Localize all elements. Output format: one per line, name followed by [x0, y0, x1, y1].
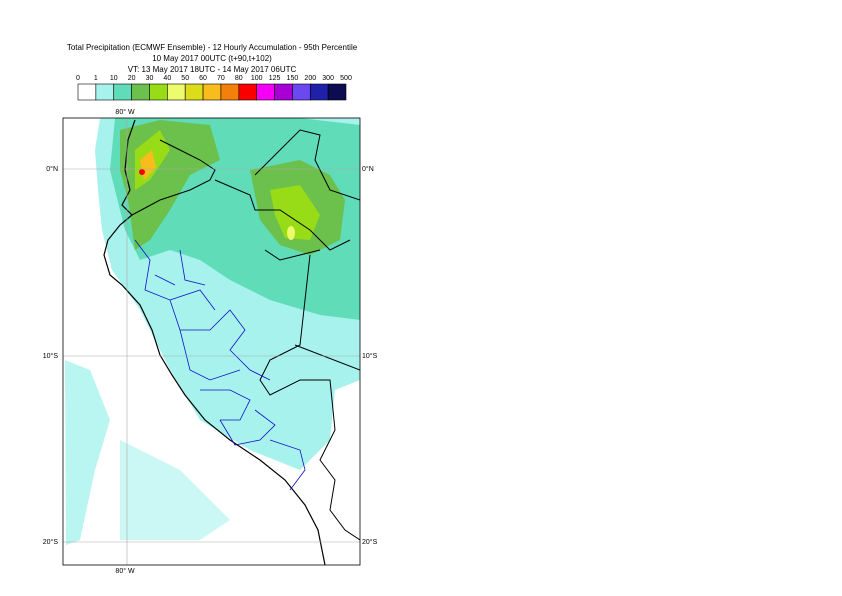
legend-label: 0 — [76, 75, 80, 82]
precipitation-field — [65, 118, 360, 545]
graticule — [63, 118, 360, 565]
lat-label: 20°S — [362, 538, 378, 546]
legend-label: 70 — [217, 75, 225, 82]
legend-swatch — [256, 83, 275, 101]
legend-label: 300 — [322, 75, 334, 82]
legend-swatch — [238, 83, 257, 101]
legend-label: 50 — [181, 75, 189, 82]
legend-label: 200 — [304, 75, 316, 82]
valid-time: VT: 13 May 2017 18UTC - 14 May 2017 06UT… — [128, 65, 297, 74]
legend: 0 1 10 20 30 40 50 60 70 80 100 125 150 200 300 500 — [76, 75, 352, 101]
lat-label: 0°N — [362, 165, 374, 173]
legend-label: 20 — [128, 75, 136, 82]
legend-swatch — [131, 83, 150, 101]
lat-label: 0°N — [46, 165, 58, 173]
legend-swatch — [77, 83, 97, 101]
legend-swatch — [113, 83, 132, 101]
legend-swatch — [292, 83, 311, 101]
legend-label: 500 — [340, 75, 352, 82]
boundaries — [103, 119, 360, 565]
legend-swatch — [327, 83, 347, 101]
legend-label: 60 — [199, 75, 207, 82]
lon-label: 80° W — [115, 108, 135, 116]
title: Total Precipitation (ECMWF Ensemble) - 1… — [67, 43, 358, 52]
legend-label: 30 — [146, 75, 154, 82]
legend-swatch — [184, 83, 204, 101]
legend-swatch — [149, 83, 168, 101]
map-frame — [62, 117, 361, 566]
legend-label: 10 — [110, 75, 118, 82]
lon-label: 80° W — [115, 567, 135, 575]
legend-swatch — [95, 83, 115, 101]
legend-label: 100 — [251, 75, 263, 82]
legend-label: 40 — [163, 75, 171, 82]
lat-label: 20°S — [43, 538, 59, 546]
legend-swatch — [202, 83, 222, 101]
lat-label: 10°S — [362, 352, 378, 360]
legend-label: 125 — [269, 75, 281, 82]
legend-swatch — [167, 83, 186, 101]
legend-swatch — [220, 83, 240, 101]
legend-label: 1 — [94, 75, 98, 82]
legend-label: 150 — [287, 75, 299, 82]
legend-label: 80 — [235, 75, 243, 82]
lat-label: 10°S — [43, 352, 59, 360]
run-time: 10 May 2017 00UTC (t+90,t+102) — [152, 54, 272, 63]
legend-swatch — [309, 83, 329, 101]
legend-swatch — [274, 83, 293, 101]
